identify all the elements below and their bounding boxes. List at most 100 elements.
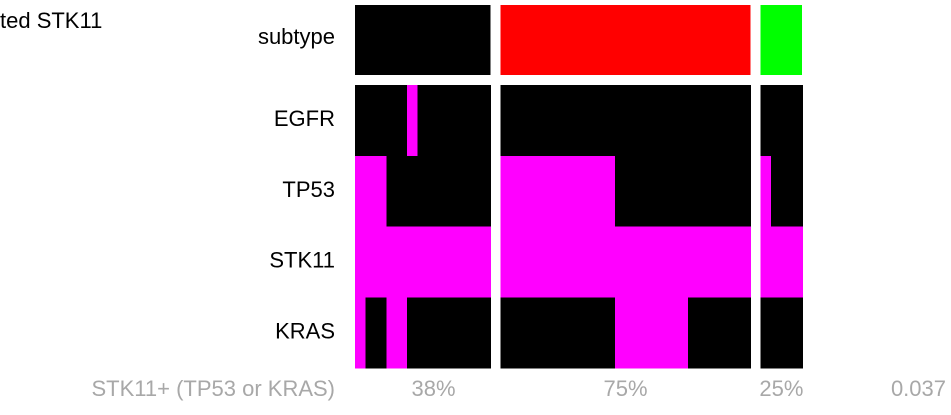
cell [438, 297, 450, 369]
cell [688, 155, 700, 228]
cell [729, 297, 741, 369]
cell [500, 85, 512, 157]
cell [448, 155, 460, 228]
cell [719, 155, 731, 228]
cell [677, 85, 689, 157]
cell [542, 85, 554, 157]
cell [417, 297, 429, 369]
cell [562, 85, 574, 157]
cell [719, 85, 731, 157]
cell [740, 226, 752, 298]
cell [646, 297, 658, 369]
cell [500, 297, 512, 369]
cell [781, 85, 793, 157]
cell [521, 226, 533, 298]
cell [791, 85, 803, 157]
cell [698, 85, 710, 157]
cell [604, 85, 616, 157]
cell [635, 155, 647, 228]
title: ted STK11 [0, 8, 102, 33]
cell [531, 297, 543, 369]
cell [760, 155, 772, 228]
cell [729, 85, 741, 157]
cell [740, 85, 752, 157]
cell [583, 226, 595, 298]
row-label: STK11 [269, 248, 335, 273]
cell [407, 297, 419, 369]
cell [729, 155, 741, 228]
subtype-block [760, 5, 803, 75]
cell [646, 226, 658, 298]
cell [552, 155, 564, 228]
cell [719, 297, 731, 369]
cell [531, 155, 543, 228]
cell [521, 297, 533, 369]
cell [521, 85, 533, 157]
cell [594, 226, 606, 298]
cell [396, 85, 408, 157]
cell [500, 226, 512, 298]
cell [396, 226, 408, 298]
cell [604, 226, 616, 298]
cell [698, 155, 710, 228]
cell [791, 155, 803, 228]
cell [615, 85, 627, 157]
cell [625, 155, 637, 228]
cell [656, 155, 668, 228]
cell [615, 297, 627, 369]
group-percent: 25% [759, 376, 803, 401]
cell [604, 155, 616, 228]
cell [427, 226, 439, 298]
cell [469, 297, 481, 369]
cell [375, 226, 387, 298]
cell [791, 226, 803, 298]
cell [708, 155, 720, 228]
cell [542, 226, 554, 298]
cell [542, 297, 554, 369]
cell [375, 297, 387, 369]
group-percent: 75% [603, 376, 647, 401]
cell [459, 297, 471, 369]
cell [386, 226, 398, 298]
cell [646, 85, 658, 157]
cell [510, 155, 522, 228]
cell [594, 85, 606, 157]
cell [510, 226, 522, 298]
cell [656, 297, 668, 369]
row-label: subtype [258, 24, 335, 49]
cell [667, 85, 679, 157]
row-label: KRAS [275, 318, 335, 343]
cell [781, 226, 793, 298]
cell [740, 297, 752, 369]
subtype-block [355, 5, 491, 75]
cell [469, 85, 481, 157]
cell [719, 226, 731, 298]
cell [770, 226, 782, 298]
cell [459, 85, 471, 157]
cell [781, 155, 793, 228]
cell [417, 226, 429, 298]
cell [355, 226, 367, 298]
cell [688, 85, 700, 157]
cell [438, 155, 450, 228]
cell [740, 155, 752, 228]
cell [355, 155, 367, 228]
cell [646, 155, 658, 228]
cell [625, 226, 637, 298]
row-label: EGFR [274, 106, 335, 131]
cell [480, 297, 492, 369]
cell [573, 226, 585, 298]
cell [531, 85, 543, 157]
cell [500, 155, 512, 228]
cell [698, 297, 710, 369]
cell [480, 85, 492, 157]
cell [562, 297, 574, 369]
cell [531, 226, 543, 298]
cell [365, 226, 377, 298]
cell [656, 85, 668, 157]
cell [552, 226, 564, 298]
cell [760, 85, 772, 157]
cell [386, 297, 398, 369]
subtype-block [500, 5, 751, 75]
cell [552, 85, 564, 157]
